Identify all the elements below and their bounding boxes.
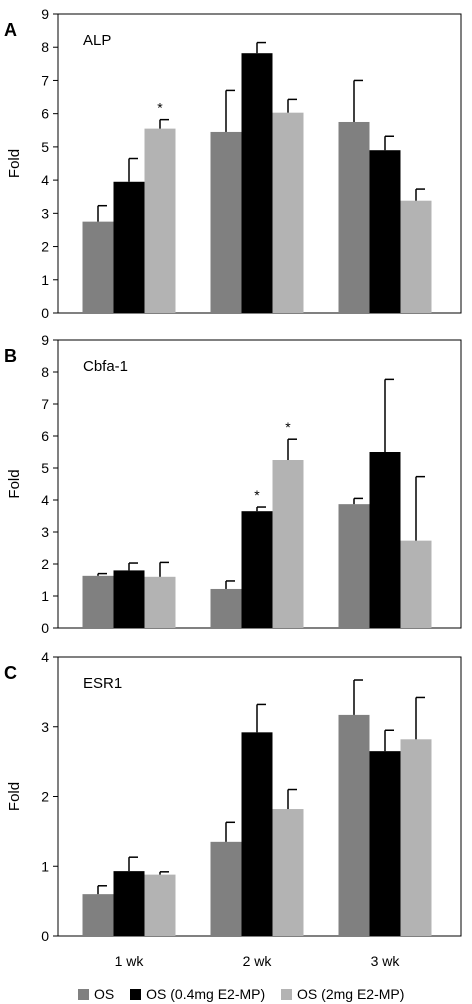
legend-label-os-04mg: OS (0.4mg E2-MP) — [146, 986, 266, 1002]
bar — [210, 841, 242, 936]
bar — [241, 732, 273, 936]
bar — [338, 504, 370, 628]
x-tick-label: 3 wk — [371, 953, 401, 969]
y-axis-label: Fold — [6, 469, 23, 498]
y-tick-label: 7 — [41, 72, 49, 88]
bar — [272, 809, 304, 936]
bar — [400, 739, 432, 936]
y-tick-label: 8 — [41, 39, 49, 55]
bar — [82, 221, 114, 313]
bar — [369, 452, 401, 628]
y-tick-label: 0 — [41, 620, 49, 636]
y-tick-label: 5 — [41, 460, 49, 476]
bar — [82, 575, 114, 628]
legend-swatch-os — [78, 989, 89, 1000]
panel-title: ESR1 — [83, 675, 122, 692]
y-tick-label: 8 — [41, 364, 49, 380]
bar — [338, 714, 370, 936]
legend-item-os-04mg: OS (0.4mg E2-MP) — [130, 986, 265, 1002]
x-tick-label: 1 wk — [115, 953, 145, 969]
y-tick-label: 6 — [41, 106, 49, 122]
y-tick-label: 3 — [41, 205, 49, 221]
y-tick-label: 7 — [41, 396, 49, 412]
y-tick-label: 2 — [41, 239, 49, 255]
y-tick-label: 6 — [41, 428, 49, 444]
bar — [272, 112, 304, 313]
bar — [113, 871, 145, 936]
y-axis-label: Fold — [6, 149, 23, 178]
y-tick-label: 4 — [41, 649, 49, 665]
legend-item-os: OS — [78, 986, 114, 1002]
panel-letter: C — [4, 663, 17, 683]
panel-title: ALP — [83, 32, 111, 49]
bar — [144, 874, 176, 936]
y-tick-label: 4 — [41, 492, 49, 508]
y-tick-label: 3 — [41, 719, 49, 735]
y-tick-label: 4 — [41, 172, 49, 188]
y-tick-label: 1 — [41, 588, 49, 604]
bar — [241, 511, 273, 628]
y-tick-label: 0 — [41, 928, 49, 944]
bar — [400, 200, 432, 313]
panel-letter: A — [4, 20, 17, 40]
legend-label-os: OS — [94, 986, 115, 1002]
y-tick-label: 3 — [41, 524, 49, 540]
bar — [210, 131, 242, 313]
panel-title: Cbfa-1 — [83, 358, 128, 375]
y-axis-label: Fold — [6, 782, 23, 811]
bar — [369, 751, 401, 936]
legend-label-os-2mg: OS (2mg E2-MP) — [297, 986, 405, 1002]
bar — [272, 460, 304, 628]
significance-marker: * — [254, 487, 260, 503]
bar — [210, 588, 242, 628]
bar — [82, 894, 114, 936]
panel-letter: B — [4, 346, 17, 366]
y-tick-label: 0 — [41, 305, 49, 321]
significance-marker: * — [285, 419, 291, 435]
y-tick-label: 9 — [41, 6, 49, 22]
y-tick-label: 9 — [41, 332, 49, 348]
legend: OS OS (0.4mg E2-MP) OS (2mg E2-MP) — [78, 986, 416, 1002]
bar — [144, 576, 176, 628]
y-tick-label: 1 — [41, 272, 49, 288]
bar — [369, 150, 401, 313]
legend-swatch-os-04mg — [130, 989, 142, 1000]
legend-swatch-os-2mg — [281, 989, 293, 1000]
y-tick-label: 1 — [41, 858, 49, 874]
bar — [113, 570, 145, 628]
bar — [144, 128, 176, 313]
bar — [113, 181, 145, 313]
bar — [338, 121, 370, 313]
significance-marker: * — [157, 100, 163, 116]
y-tick-label: 2 — [41, 556, 49, 572]
bar — [400, 540, 432, 628]
bar — [241, 53, 273, 314]
x-tick-label: 2 wk — [243, 953, 273, 969]
y-tick-label: 5 — [41, 139, 49, 155]
y-tick-label: 2 — [41, 789, 49, 805]
legend-item-os-2mg: OS (2mg E2-MP) — [281, 986, 404, 1002]
